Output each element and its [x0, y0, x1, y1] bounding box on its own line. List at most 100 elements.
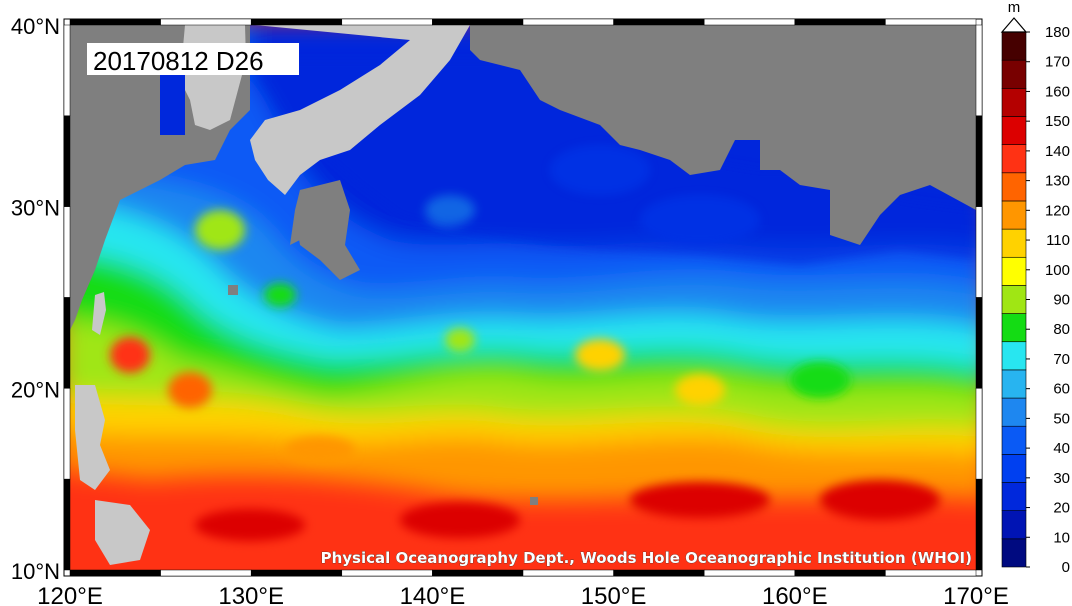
eddy [445, 328, 475, 352]
lat-label: 20°N [11, 377, 60, 402]
frame-segment-top [250, 18, 343, 26]
lon-label: 170°E [943, 583, 1009, 606]
frame-segment-left [63, 297, 71, 389]
frame-segment-left [63, 388, 71, 480]
frame-segment-bottom [613, 569, 705, 577]
colorbar-swatch [1001, 59, 1027, 89]
colorbar-tick-label: 30 [1053, 470, 1070, 487]
colorbar-tick-label: 160 [1045, 83, 1070, 100]
colorbar-swatch [1001, 200, 1027, 230]
colorbar-tick-label: 130 [1045, 173, 1070, 190]
land-japan [250, 25, 470, 195]
frame-segment-right [975, 478, 983, 571]
colorbar-swatch [1001, 538, 1027, 568]
deep-region [250, 60, 976, 265]
colorbar-unit: m [1008, 0, 1021, 16]
map-frame [63, 18, 983, 577]
colorbar-tick-label: 0 [1062, 559, 1070, 576]
eddy [575, 339, 625, 371]
colorbar-tick-label: 100 [1045, 262, 1070, 279]
colorbar-tick-label: 80 [1053, 321, 1070, 338]
frame-segment-top [69, 18, 161, 26]
colorbar-tick-label: 170 [1045, 54, 1070, 71]
eddy [630, 482, 770, 518]
eddy [264, 283, 296, 307]
colorbar-extend-arrow [1000, 17, 1028, 33]
lon-label: 120°E [37, 583, 103, 606]
eddy [790, 362, 850, 398]
frame-segment-top [703, 18, 796, 26]
colorbar-swatch [1001, 88, 1027, 117]
island [530, 497, 538, 505]
frame-segment-right [975, 388, 983, 480]
colorbar-tick-label: 110 [1046, 232, 1070, 249]
colorbar-tick-label: 70 [1053, 351, 1070, 368]
colorbar-tick-label: 20 [1053, 500, 1070, 517]
colorbar: m 0 10 20 30 40 50 60 70 80 90 100 110 120 130 140 150 16… [1000, 0, 1070, 576]
colorbar-swatch [1001, 31, 1027, 61]
eddy [285, 436, 355, 464]
stamp-text: 20170812 D26 [93, 46, 264, 76]
eddy [110, 337, 150, 373]
date-stamp: 20170812 D26 [87, 43, 299, 76]
eddy [195, 210, 245, 250]
colorbar-swatch [1001, 228, 1027, 258]
frame-segment-bottom [432, 569, 524, 577]
frame-segment-top [160, 18, 252, 26]
land-no-data-north [470, 25, 976, 245]
frame-segment-top [613, 18, 705, 26]
lat-label: 10°N [11, 559, 60, 584]
frame-segment-bottom [250, 569, 343, 577]
mixed-layer-depth-field [70, 25, 976, 570]
frame-segment-bottom [522, 569, 614, 577]
eddy [820, 480, 940, 520]
colorbar-swatch [1001, 172, 1027, 202]
frame-segment-right [975, 24, 983, 117]
colorbar-swatch [1001, 454, 1027, 483]
colorbar-tick-label: 150 [1045, 113, 1070, 130]
colorbar-swatch [1001, 144, 1027, 174]
land [70, 25, 976, 565]
frame-segment-bottom [160, 569, 252, 577]
land-taiwan [92, 292, 106, 335]
colorbar-tick-label: 180 [1045, 24, 1070, 41]
lat-label: 30°N [11, 196, 60, 221]
land-patch-b [290, 185, 340, 245]
frame-segment-bottom [885, 569, 977, 577]
stamp-box [87, 43, 299, 75]
frame-segment-left [63, 206, 71, 298]
eddy [195, 509, 305, 541]
colorbar-tick-label: 90 [1053, 292, 1070, 309]
frame-segment-top [432, 18, 524, 26]
colorbar-swatch [1001, 425, 1027, 455]
lon-label: 160°E [762, 583, 828, 606]
frame-segment-left [63, 478, 71, 571]
frame-segment-right [975, 115, 983, 207]
frame-segment-right [975, 297, 983, 389]
colorbar-swatch [1001, 285, 1027, 314]
frame-segment-top [522, 18, 614, 26]
colorbar-swatch [1001, 482, 1027, 511]
frame-segment-left [63, 115, 71, 207]
colorbar-tick-label: 60 [1053, 381, 1070, 398]
colorbar-swatch [1001, 313, 1027, 343]
land-mindanao [95, 500, 150, 565]
frame-segment-bottom [794, 569, 886, 577]
frame-segment-top [885, 18, 977, 26]
frame-segment-top [794, 18, 886, 26]
frame-segment-bottom [69, 569, 161, 577]
lon-label: 130°E [218, 583, 284, 606]
colorbar-tick-label: 140 [1045, 143, 1070, 160]
colorbar-tick-label: 120 [1045, 202, 1070, 219]
sea-of-japan-patch [160, 75, 185, 135]
colorbar-swatch [1001, 369, 1027, 399]
eddy [675, 374, 725, 406]
colorbar-tick-label: 40 [1053, 440, 1070, 457]
colorbar-tick-label: 10 [1053, 529, 1070, 546]
colorbar-swatch [1001, 397, 1027, 427]
island [228, 285, 238, 295]
colorbar-tick-label: 50 [1053, 410, 1070, 427]
latitude-labels: 40°N 30°N 20°N 10°N [11, 14, 60, 584]
frame-segment-left [63, 24, 71, 117]
